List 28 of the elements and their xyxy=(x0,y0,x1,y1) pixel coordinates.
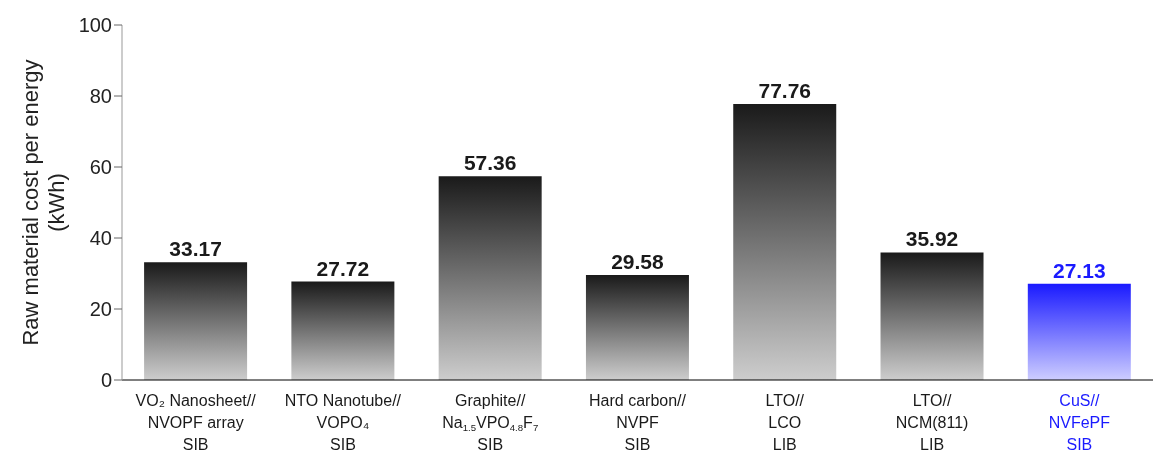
bar xyxy=(585,274,689,380)
y-tick-label: 20 xyxy=(89,298,112,321)
bar xyxy=(291,281,395,380)
bar xyxy=(1027,283,1131,380)
data-label: 29.58 xyxy=(611,249,665,273)
y-tick-label: 40 xyxy=(89,227,112,250)
category-label: Graphite// Na$_{1.5}$VPO$_{4.8}$F$_{7}$ SIB xyxy=(442,392,539,453)
x-tick-label: LTO// NCM(811) LIB xyxy=(895,392,969,453)
data-label: 27.13 xyxy=(1053,258,1106,282)
x-tick-label: LTO// LCO LIB xyxy=(765,392,805,453)
bar xyxy=(438,176,542,380)
x-tick-label: CuS// NVFePF SIB xyxy=(1048,392,1111,453)
data-label: 57.36 xyxy=(463,151,517,175)
data-label: 35.92 xyxy=(905,227,959,251)
y-tick-label: 100 xyxy=(78,14,112,37)
bar xyxy=(733,103,837,380)
y-tick-label: 80 xyxy=(89,85,112,108)
y-tick-label: 0 xyxy=(100,369,112,392)
data-label: 77.76 xyxy=(758,78,812,102)
bar xyxy=(144,262,248,380)
x-tick-label: VO₂ Nanosheet// NVOPF array SIB xyxy=(135,392,257,453)
x-tick-label: NTO Nanotube// VOPO₄ SIB xyxy=(284,392,402,453)
y-axis-title: Raw material cost per energy (kWh) xyxy=(18,59,69,346)
bar xyxy=(880,252,984,380)
data-label: 33.17 xyxy=(169,237,222,261)
data-label: 27.72 xyxy=(316,256,370,280)
y-tick-label: 60 xyxy=(89,156,112,179)
x-tick-label: Hard carbon// NVPF SIB xyxy=(589,392,687,453)
